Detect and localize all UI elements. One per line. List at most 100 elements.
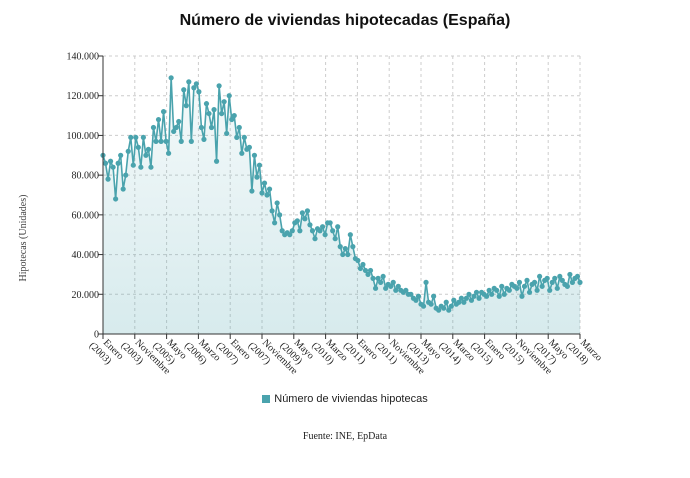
data-point[interactable] xyxy=(173,124,179,131)
data-point[interactable] xyxy=(208,124,215,131)
data-point[interactable] xyxy=(239,150,245,156)
data-point[interactable] xyxy=(312,236,318,242)
data-point[interactable] xyxy=(355,257,361,264)
data-point[interactable] xyxy=(219,110,225,117)
data-point[interactable] xyxy=(569,279,576,285)
data-point[interactable] xyxy=(559,277,565,283)
data-point[interactable] xyxy=(380,273,386,280)
legend[interactable]: Número de viviendas hipotecas xyxy=(0,393,690,405)
data-point[interactable] xyxy=(484,293,490,299)
data-point[interactable] xyxy=(138,164,144,170)
data-point[interactable] xyxy=(206,110,212,117)
data-point[interactable] xyxy=(408,291,414,297)
data-point[interactable] xyxy=(272,220,278,226)
data-point[interactable] xyxy=(372,285,379,291)
data-point[interactable] xyxy=(567,271,573,278)
data-point[interactable] xyxy=(486,287,492,293)
data-point[interactable] xyxy=(226,93,232,99)
data-point[interactable] xyxy=(191,85,197,91)
data-point[interactable] xyxy=(115,160,121,166)
data-point[interactable] xyxy=(183,103,189,109)
data-point[interactable] xyxy=(221,99,227,105)
data-point[interactable] xyxy=(360,261,366,268)
data-point[interactable] xyxy=(304,208,311,214)
data-point[interactable] xyxy=(448,303,454,309)
data-point[interactable] xyxy=(166,150,172,156)
data-point[interactable] xyxy=(357,265,364,272)
data-point[interactable] xyxy=(577,279,583,285)
data-point[interactable] xyxy=(420,303,427,309)
data-point[interactable] xyxy=(335,224,341,230)
data-point[interactable] xyxy=(383,285,389,291)
data-point[interactable] xyxy=(289,228,295,234)
data-point[interactable] xyxy=(393,287,399,293)
data-point[interactable] xyxy=(496,293,502,299)
data-point[interactable] xyxy=(261,180,268,186)
data-point[interactable] xyxy=(514,285,520,291)
data-point[interactable] xyxy=(110,164,116,170)
data-point[interactable] xyxy=(105,176,111,182)
data-point[interactable] xyxy=(461,299,467,305)
data-point[interactable] xyxy=(264,192,270,198)
data-point[interactable] xyxy=(441,305,447,311)
data-point[interactable] xyxy=(362,267,369,274)
data-point[interactable] xyxy=(446,307,452,313)
data-point[interactable] xyxy=(309,228,316,234)
data-point[interactable] xyxy=(236,124,242,131)
data-point[interactable] xyxy=(539,283,545,289)
data-point[interactable] xyxy=(375,275,381,281)
data-point[interactable] xyxy=(544,275,550,281)
data-point[interactable] xyxy=(471,293,477,299)
data-point[interactable] xyxy=(574,273,581,280)
data-point[interactable] xyxy=(181,87,187,93)
data-point[interactable] xyxy=(259,190,265,196)
data-point[interactable] xyxy=(476,295,482,301)
data-point[interactable] xyxy=(135,144,141,150)
data-point[interactable] xyxy=(531,279,538,285)
data-point[interactable] xyxy=(186,79,192,85)
data-point[interactable] xyxy=(322,232,328,238)
data-point[interactable] xyxy=(395,283,401,289)
data-point[interactable] xyxy=(337,244,343,250)
data-point[interactable] xyxy=(345,251,351,258)
data-point[interactable] xyxy=(501,291,507,297)
data-point[interactable] xyxy=(241,134,247,141)
data-point[interactable] xyxy=(526,289,533,295)
data-point[interactable] xyxy=(466,291,472,297)
data-point[interactable] xyxy=(302,216,308,222)
data-point[interactable] xyxy=(367,267,374,274)
data-point[interactable] xyxy=(340,251,346,258)
data-point[interactable] xyxy=(307,222,313,228)
data-point[interactable] xyxy=(436,307,442,313)
data-point[interactable] xyxy=(145,146,152,152)
data-point[interactable] xyxy=(256,162,263,168)
data-point[interactable] xyxy=(153,138,159,144)
data-point[interactable] xyxy=(299,210,305,216)
data-point[interactable] xyxy=(413,297,419,303)
data-point[interactable] xyxy=(294,218,300,224)
data-point[interactable] xyxy=(319,224,326,230)
data-point[interactable] xyxy=(473,289,480,295)
data-point[interactable] xyxy=(229,116,235,123)
data-point[interactable] xyxy=(524,277,530,283)
data-point[interactable] xyxy=(216,83,222,89)
data-point[interactable] xyxy=(549,279,555,285)
data-point[interactable] xyxy=(516,279,523,285)
data-point[interactable] xyxy=(463,295,470,301)
data-point[interactable] xyxy=(554,285,560,291)
data-point[interactable] xyxy=(365,271,371,278)
data-point[interactable] xyxy=(133,134,139,141)
data-point[interactable] xyxy=(458,295,464,301)
data-point[interactable] xyxy=(203,101,210,107)
data-point[interactable] xyxy=(234,134,240,141)
data-point[interactable] xyxy=(451,297,457,303)
data-point[interactable] xyxy=(468,297,475,303)
data-point[interactable] xyxy=(246,144,252,150)
data-point[interactable] xyxy=(140,134,146,141)
data-point[interactable] xyxy=(193,81,199,87)
data-point[interactable] xyxy=(537,273,543,280)
data-point[interactable] xyxy=(224,130,230,137)
data-point[interactable] xyxy=(251,152,258,158)
data-point[interactable] xyxy=(431,293,437,299)
data-point[interactable] xyxy=(378,279,384,285)
